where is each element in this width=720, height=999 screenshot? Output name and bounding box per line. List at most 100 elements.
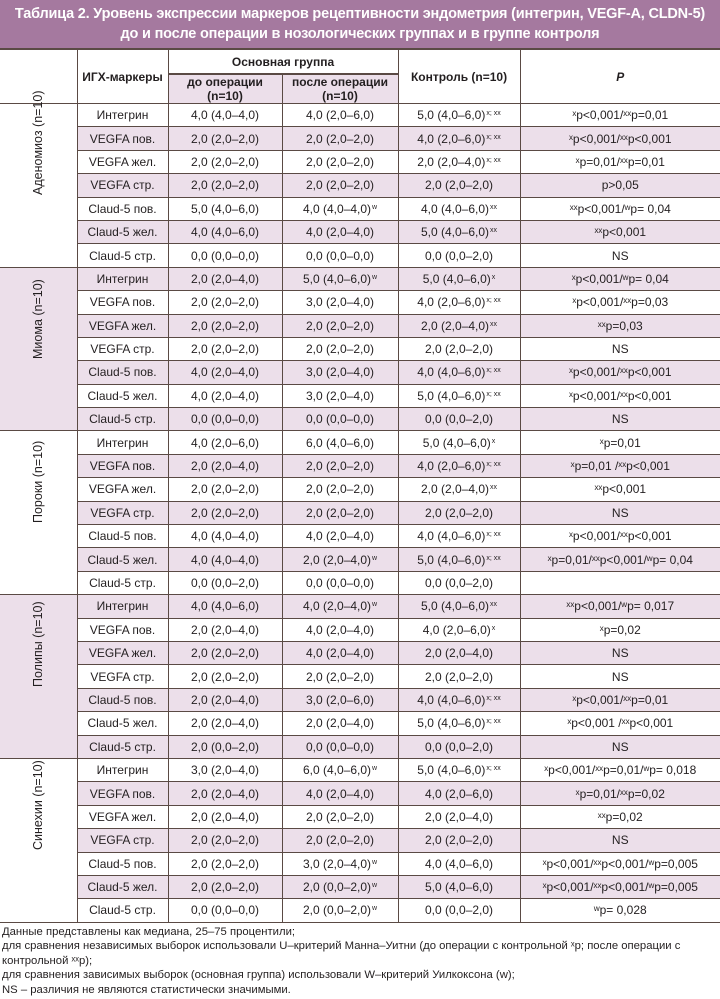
- p-value: ˣp<0,001/ˣˣp=0,01: [572, 108, 669, 123]
- before-cell: 2,0 (2,0–2,0): [167, 664, 283, 689]
- after-value: 4,0 (2,0–4,0): [305, 622, 375, 637]
- marker-value: VEGFA жел.: [88, 318, 157, 333]
- after-value: 4,0 (2,0–4,0): [305, 646, 375, 661]
- after-value: 2,0 (2,0–2,0): [305, 809, 375, 824]
- control-cell: 5,0 (4,0–6,0)xx: [397, 594, 521, 619]
- before-cell: 5,0 (4,0–6,0): [167, 196, 283, 221]
- p-value: ˣˣp=0,03: [597, 318, 643, 333]
- control-cell: 5,0 (4,0–6,0)x; xx: [397, 547, 521, 572]
- marker-value: Claud-5 пов.: [88, 529, 157, 544]
- control-cell: 0,0 (0,0–2,0): [397, 570, 521, 596]
- data-table: ИГХ-маркеры Основная группа Контроль (n=…: [0, 48, 720, 923]
- p-cell: ˣp<0,001/ˣˣp<0,001: [519, 126, 720, 151]
- group-label: Пороки (n=10): [31, 440, 46, 523]
- superscript-mark: x; xx: [486, 694, 501, 702]
- control-value: 2,0 (2,0–2,0): [424, 669, 494, 684]
- table-row: VEGFA пов. 2,0 (2,0–4,0) 2,0 (2,0–2,0) 4,0 …: [0, 453, 720, 479]
- marker-cell: Интегрин: [76, 266, 169, 292]
- after-value: 2,0 (2,0–4,0): [302, 552, 371, 567]
- superscript-mark: w: [372, 273, 378, 281]
- before-value: 0,0 (0,0–0,0): [190, 248, 260, 263]
- after-cell: 2,0 (2,0–4,0): [281, 711, 399, 736]
- table-row: Claud-5 стр. 0,0 (0,0–0,0) 0,0 (0,0–0,0) 0,…: [0, 243, 720, 268]
- after-cell: 2,0 (2,0–2,0): [281, 126, 399, 151]
- table-row: Аденомиоз (n=10) Интегрин 4,0 (4,0–4,0) 4,0…: [0, 91, 720, 268]
- table-row: VEGFA стр. 2,0 (2,0–2,0) 2,0 (2,0–2,0) 2,0 …: [0, 336, 720, 362]
- control-cell: 5,0 (4,0–6,0)x: [397, 430, 521, 455]
- after-value: 0,0 (0,0–0,0): [305, 576, 375, 590]
- control-value: 0,0 (0,0–2,0): [424, 739, 494, 754]
- before-cell: 0,0 (0,0–0,0): [167, 898, 283, 923]
- p-cell: ˣp<0,001/ˣˣp=0,01: [519, 687, 720, 713]
- p-cell: NS: [519, 243, 720, 268]
- marker-value: VEGFA пов.: [89, 295, 156, 310]
- table-row: Миома (n=10) Интегрин 2,0 (2,0–4,0) 5,0 (4,…: [0, 266, 720, 432]
- p-value: ˣp<0,001/ˣˣp=0,03: [572, 295, 669, 310]
- before-value: 2,0 (2,0–2,0): [190, 342, 260, 357]
- marker-cell: Claud-5 жел.: [77, 219, 169, 245]
- p-cell: NS: [519, 336, 720, 362]
- control-cell: 2,0 (2,0–4,0)x; xx: [397, 149, 521, 175]
- control-value: 2,0 (2,0–4,0): [424, 646, 494, 661]
- p-cell: ˣp<0,001/ˣˣp<0,001: [519, 383, 720, 409]
- table-row: VEGFA стр. 2,0 (2,0–2,0) 2,0 (2,0–2,0) 2,0 …: [0, 664, 720, 689]
- after-cell: 2,0 (2,0–2,0): [281, 313, 399, 338]
- before-cell: 2,0 (2,0–4,0): [167, 687, 283, 713]
- p-cell: ˣp<0,001/ʷp= 0,04: [519, 266, 720, 292]
- superscript-mark: xx: [490, 601, 498, 609]
- marker-cell: VEGFA жел.: [77, 804, 169, 830]
- p-cell: NS: [519, 734, 720, 759]
- p-cell: ʷp= 0,028: [519, 898, 720, 923]
- marker-cell: Claud-5 жел.: [77, 547, 169, 572]
- footnotes: Данные представлены как медиана, 25–75 п…: [0, 923, 720, 999]
- before-cell: 2,0 (2,0–2,0): [167, 336, 283, 362]
- after-value: 4,0 (4,0–4,0): [302, 201, 371, 216]
- p-value: ˣp=0,01/ˣˣp<0,001/ʷp= 0,04: [547, 552, 693, 567]
- control-cell: 0,0 (0,0–2,0): [397, 407, 521, 432]
- control-value: 0,0 (0,0–2,0): [424, 412, 494, 427]
- p-value: ˣˣp=0,02: [597, 809, 643, 824]
- before-cell: 2,0 (2,0–2,0): [167, 500, 283, 526]
- control-value: 5,0 (4,0–6,0): [417, 716, 486, 731]
- before-value: 4,0 (4,0–6,0): [190, 599, 260, 614]
- marker-cell: Claud-5 жел.: [77, 383, 169, 409]
- before-value: 0,0 (0,0–0,0): [190, 412, 260, 427]
- before-value: 2,0 (2,0–4,0): [190, 271, 260, 286]
- after-value: 2,0 (2,0–2,0): [305, 505, 375, 520]
- after-value: 2,0 (2,0–2,0): [305, 342, 375, 357]
- before-cell: 2,0 (2,0–2,0): [167, 126, 283, 151]
- control-cell: 4,0 (2,0–6,0)x; xx: [397, 290, 521, 315]
- marker-cell: VEGFA пов.: [77, 290, 169, 315]
- p-value: NS: [611, 646, 629, 661]
- table-title: Таблица 2. Уровень экспрессии маркеров р…: [0, 0, 720, 48]
- after-value: 6,0 (4,0–6,0): [305, 435, 375, 450]
- after-value: 6,0 (4,0–6,0): [302, 763, 371, 778]
- control-cell: 5,0 (4,0–6,0)x; xx: [397, 711, 521, 736]
- marker-cell: Интегрин: [76, 594, 169, 619]
- superscript-mark: w: [372, 905, 378, 913]
- before-value: 0,0 (0,0–2,0): [190, 576, 260, 590]
- marker-cell: VEGFA жел.: [77, 640, 169, 666]
- marker-value: VEGFA стр.: [90, 669, 155, 684]
- superscript-mark: w: [372, 858, 378, 866]
- p-value: ˣp<0,001/ˣˣp<0,001: [568, 365, 672, 380]
- table-row: Claud-5 жел. 4,0 (4,0–6,0) 4,0 (2,0–4,0) 5,…: [0, 219, 720, 245]
- marker-value: Claud-5 стр.: [89, 412, 156, 427]
- before-value: 4,0 (2,0–4,0): [190, 388, 260, 403]
- after-value: 2,0 (0,0–2,0): [302, 880, 371, 895]
- after-value: 3,0 (2,0–6,0): [305, 692, 375, 707]
- footnote: NS – различия не являются статистически …: [2, 983, 291, 996]
- marker-cell: VEGFA жел.: [77, 313, 169, 338]
- after-value: 0,0 (0,0–0,0): [305, 412, 375, 427]
- table-row: Пороки (n=10) Интегрин 4,0 (2,0–6,0) 6,0 (4…: [0, 430, 720, 596]
- control-cell: 4,0 (2,0–6,0): [397, 781, 521, 806]
- after-value: 2,0 (0,0–2,0): [302, 903, 371, 918]
- marker-value: VEGFA стр.: [90, 342, 155, 357]
- before-cell: 2,0 (2,0–2,0): [167, 851, 283, 876]
- table-row: Claud-5 жел. 4,0 (2,0–4,0) 3,0 (2,0–4,0) 5,…: [0, 383, 720, 409]
- before-value: 4,0 (4,0–6,0): [190, 225, 260, 240]
- p-value: ˣp<0,001 /ˣˣp<0,001: [567, 716, 674, 731]
- p-cell: ˣˣp=0,03: [519, 313, 720, 338]
- superscript-mark: x; xx: [486, 765, 501, 773]
- control-value: 5,0 (4,0–6,0): [420, 599, 490, 614]
